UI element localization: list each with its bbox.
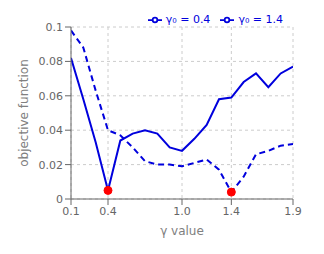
svg-text:1.9: 1.9 (284, 205, 302, 218)
svg-text:γ value: γ value (160, 224, 204, 238)
svg-text:1.0: 1.0 (173, 205, 191, 218)
html-text:γ₀ = 1.4: γ₀ = 1.4 (238, 13, 283, 26)
svg-text:0: 0 (56, 193, 63, 206)
html-text:γ₀ = 0.4: γ₀ = 0.4 (165, 13, 211, 26)
svg-text:0.04: 0.04 (39, 124, 64, 137)
svg-text:0.1: 0.1 (46, 21, 64, 34)
svg-text:0.08: 0.08 (39, 55, 64, 68)
svg-text:1.4: 1.4 (223, 205, 241, 218)
svg-text:0.4: 0.4 (99, 205, 117, 218)
svg-text:0.06: 0.06 (39, 90, 64, 103)
svg-text:0.02: 0.02 (39, 159, 64, 172)
svg-text:objective function: objective function (17, 59, 31, 167)
svg-text:0.1: 0.1 (62, 205, 80, 218)
